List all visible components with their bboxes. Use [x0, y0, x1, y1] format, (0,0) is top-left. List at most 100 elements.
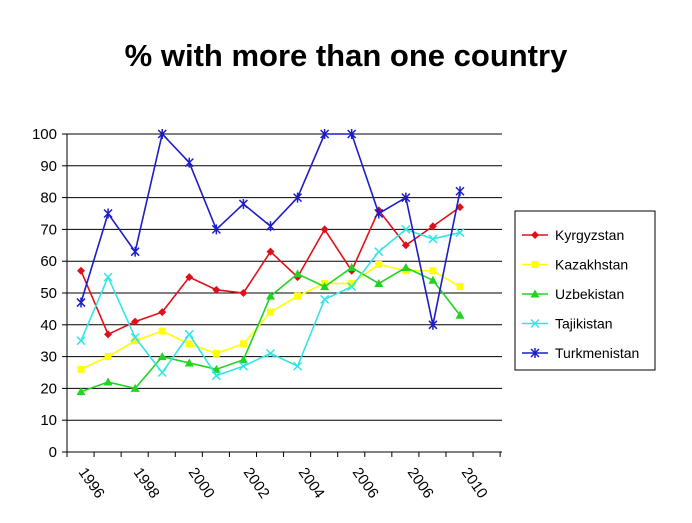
- data-point-stroke: [130, 332, 140, 343]
- data-point-stroke: [211, 371, 221, 381]
- data-point: [320, 294, 330, 304]
- data-point: [265, 348, 276, 358]
- data-point-stroke: [76, 336, 86, 346]
- y-tick-label: 0: [49, 444, 57, 461]
- data-point: [294, 292, 302, 300]
- legend-item: Turkmenistan: [522, 345, 639, 361]
- data-point: [455, 228, 465, 238]
- series-kyrgyzstan: [77, 203, 464, 339]
- data-point-stroke: [401, 224, 411, 234]
- data-point: [238, 198, 248, 209]
- data-point: [185, 340, 193, 348]
- data-point: [428, 234, 438, 244]
- data-point: [320, 282, 330, 291]
- data-point: [77, 266, 85, 275]
- data-point: [401, 263, 411, 272]
- data-point: [429, 267, 437, 275]
- data-point: [104, 330, 113, 339]
- data-point: [374, 208, 384, 219]
- series-line: [80, 266, 461, 393]
- x-tick-label: 2006: [349, 465, 382, 502]
- data-point: [158, 327, 166, 335]
- data-point: [530, 289, 540, 298]
- data-point-stroke: [184, 329, 194, 339]
- data-point-stroke: [455, 228, 465, 238]
- data-point: [185, 273, 194, 282]
- data-point: [157, 352, 167, 361]
- data-point: [401, 192, 411, 203]
- data-point: [347, 282, 357, 292]
- x-tick-label: 2004: [295, 465, 328, 502]
- y-tick-label: 20: [40, 380, 57, 397]
- data-point: [211, 224, 221, 235]
- y-tick-label: 100: [32, 126, 57, 143]
- x-tick-label: 2010: [458, 465, 491, 502]
- data-point: [238, 355, 248, 364]
- y-tick-label: 70: [40, 221, 57, 238]
- data-point: [401, 224, 411, 234]
- data-point: [428, 222, 437, 231]
- y-tick-label: 50: [40, 285, 57, 302]
- data-point: [455, 203, 464, 212]
- legend-label: Tajikistan: [555, 316, 613, 332]
- data-point: [130, 246, 140, 257]
- data-point: [157, 367, 167, 378]
- data-point: [211, 371, 221, 381]
- data-point: [212, 349, 220, 357]
- data-point: [293, 361, 303, 371]
- chart-title: % with more than one country: [124, 38, 568, 73]
- data-point: [266, 247, 275, 256]
- data-point: [76, 297, 86, 308]
- data-point-stroke: [293, 361, 303, 371]
- data-point: [265, 291, 275, 300]
- data-point: [130, 383, 140, 392]
- x-tick-label: 2002: [240, 465, 273, 502]
- data-point: [374, 247, 384, 257]
- data-point: [76, 336, 86, 346]
- data-point: [266, 308, 274, 316]
- y-tick-label: 60: [40, 253, 57, 270]
- data-point: [239, 289, 248, 297]
- legend-item: Kyrgyzstan: [522, 227, 624, 243]
- series-tajikistan: [76, 224, 465, 381]
- y-tick-label: 80: [40, 190, 57, 207]
- x-tick-label: 1998: [130, 465, 163, 502]
- legend-box: [514, 210, 656, 371]
- legend-item: Tajikistan: [522, 316, 613, 332]
- series-group: [76, 129, 465, 396]
- x-tick-label: 1996: [75, 465, 108, 502]
- series-uzbekistan: [76, 263, 465, 396]
- legend: Kyrgyzstan Kazakhstan Uzbekistan Tajikistan…: [514, 210, 656, 371]
- data-point-stroke: [374, 247, 384, 257]
- series-kazakhstan: [77, 260, 464, 373]
- data-point: [238, 361, 248, 371]
- x-tick-label: 2006: [404, 465, 437, 502]
- data-point: [104, 353, 112, 361]
- gridlines: [67, 133, 502, 453]
- axes: [62, 133, 502, 457]
- data-point-stroke: [157, 367, 167, 378]
- data-point: [348, 279, 356, 287]
- y-tick-label: 90: [40, 158, 57, 175]
- data-point-stroke: [103, 272, 113, 282]
- data-point: [531, 261, 539, 268]
- data-point: [184, 358, 194, 367]
- y-tick-label: 10: [40, 412, 57, 429]
- data-point: [456, 283, 464, 291]
- data-point: [130, 332, 140, 343]
- data-point: [131, 317, 140, 326]
- data-point: [375, 260, 383, 268]
- series-turkmenistan: [76, 129, 465, 330]
- data-point: [76, 387, 86, 396]
- legend-label: Uzbekistan: [555, 286, 624, 302]
- data-point: [131, 337, 139, 345]
- data-point: [347, 129, 357, 139]
- data-point: [77, 365, 85, 373]
- data-point-stroke: [320, 294, 330, 304]
- y-tick-label: 40: [40, 317, 57, 334]
- data-point: [347, 263, 357, 272]
- data-point: [212, 285, 221, 294]
- data-point: [530, 348, 540, 358]
- data-point: [293, 192, 303, 203]
